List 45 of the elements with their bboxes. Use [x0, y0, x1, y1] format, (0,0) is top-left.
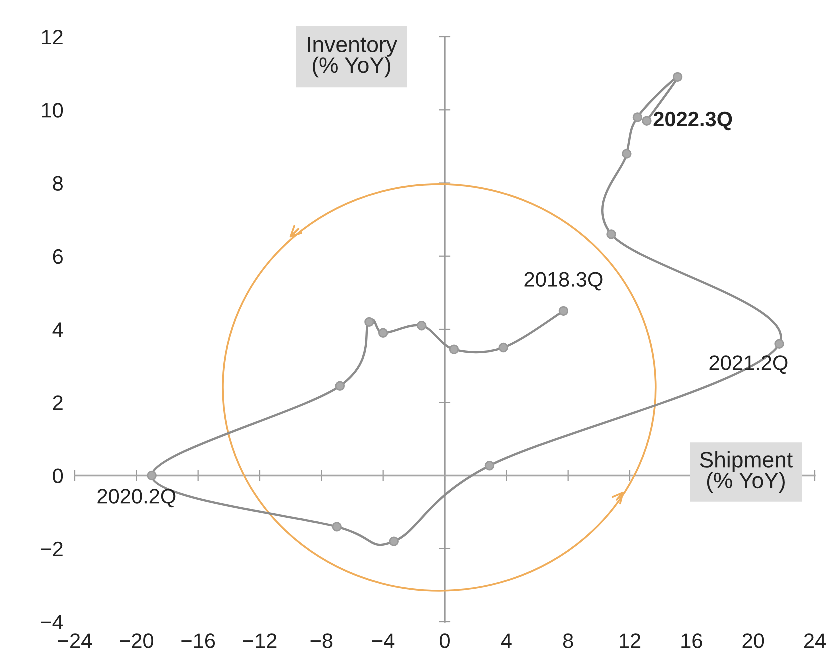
x-tick-label: −16: [182, 634, 216, 648]
x-tick-label: 16: [682, 634, 702, 648]
x-axis-title: Shipment (% YoY): [700, 452, 793, 493]
y-axis-title: Inventory (% YoY): [308, 36, 398, 78]
x-tick-label: −24: [58, 634, 92, 648]
annotation: 2022.3Q: [654, 112, 732, 131]
y-tick-label: 6: [53, 249, 63, 264]
point: [417, 320, 427, 331]
y-tick-label: 4: [52, 322, 64, 338]
point: [774, 339, 784, 349]
annotation: 2021.2Q: [710, 356, 788, 374]
y-tick-label: 8: [53, 176, 63, 192]
x-tick-label: −20: [120, 634, 154, 648]
point: [498, 342, 508, 353]
x-tick-label: 4: [501, 634, 512, 648]
point: [335, 381, 346, 392]
y-tick-label: −2: [41, 542, 63, 556]
point: [389, 536, 399, 546]
point: [622, 149, 632, 159]
point: [606, 230, 616, 240]
annotation: 2018.3Q: [524, 272, 603, 291]
x-tick-label: 12: [620, 634, 641, 648]
point: [147, 470, 157, 481]
x-tick-label: −8: [310, 634, 333, 648]
x-tick-label: 8: [563, 634, 574, 648]
point: [378, 328, 388, 338]
point: [672, 72, 683, 82]
y-tick-label: 0: [53, 468, 64, 484]
point: [632, 112, 643, 122]
annotation: 2020.2Q: [98, 489, 176, 508]
y-tick-label: 12: [42, 30, 63, 45]
point: [484, 461, 495, 471]
y-tick-label: 10: [42, 103, 64, 118]
point: [642, 116, 652, 126]
x-tick-label: −12: [243, 634, 277, 648]
point: [558, 306, 569, 316]
point: [449, 344, 460, 354]
point: [332, 522, 342, 532]
x-tick-label: 20: [742, 634, 764, 648]
point: [364, 317, 374, 328]
x-tick-label: 0: [440, 634, 450, 648]
x-tick-label: −4: [372, 634, 395, 648]
x-tick-label: 24: [804, 634, 826, 648]
y-tick-label: 2: [53, 396, 63, 410]
y-tick-label: −4: [41, 615, 64, 630]
